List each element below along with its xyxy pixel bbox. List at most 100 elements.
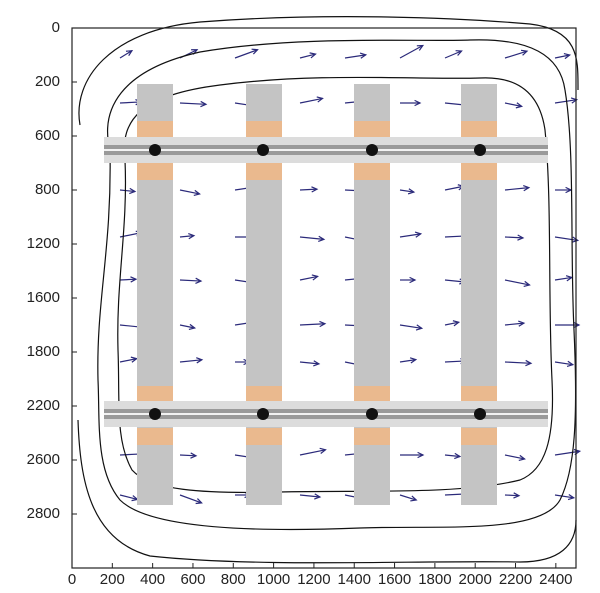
arrow-head bbox=[130, 276, 138, 283]
vector-arrow bbox=[554, 236, 580, 243]
vector-arrow bbox=[399, 188, 416, 195]
fastener bbox=[366, 144, 378, 156]
arrow-head bbox=[455, 50, 463, 56]
arrow-head bbox=[319, 447, 327, 454]
vector-arrow bbox=[344, 52, 368, 59]
x-tick-label: 0 bbox=[68, 571, 76, 588]
arrow-shaft bbox=[179, 324, 195, 329]
pad bbox=[137, 386, 173, 402]
arrow-shaft bbox=[299, 188, 318, 191]
arrow-shaft bbox=[119, 189, 135, 193]
arrow-head bbox=[196, 357, 204, 364]
arrow-head bbox=[573, 321, 581, 329]
vector-arrow bbox=[119, 49, 134, 59]
y-tick-label: 2800 bbox=[27, 505, 60, 522]
arrow-head bbox=[523, 280, 531, 288]
axes: 0 200 400 600 800 1000 1200 1400 1600 1800 2000 220… bbox=[27, 19, 573, 588]
arrow-shaft bbox=[179, 454, 197, 457]
arrow-shaft bbox=[399, 324, 422, 329]
x-tick-label: 200 bbox=[100, 571, 125, 588]
fastener bbox=[474, 408, 486, 420]
arrow-head bbox=[517, 234, 525, 241]
vector-arrow bbox=[555, 321, 581, 329]
pad bbox=[461, 386, 497, 402]
vector-arrow bbox=[444, 320, 461, 327]
arrow-shaft bbox=[554, 361, 573, 366]
arrow-shaft bbox=[554, 99, 577, 104]
y-tick-label: 1200 bbox=[27, 235, 60, 252]
arrow-head bbox=[563, 52, 572, 60]
vector-arrow bbox=[399, 357, 418, 364]
vector-arrow bbox=[119, 276, 138, 283]
x-tick-label: 1000 bbox=[257, 571, 290, 588]
pad bbox=[246, 163, 282, 180]
pad bbox=[246, 386, 282, 402]
arrow-head bbox=[318, 235, 326, 243]
vector-arrow bbox=[299, 447, 327, 456]
arrow-shaft bbox=[299, 494, 320, 498]
vector-arrow bbox=[399, 231, 423, 238]
vector-arrow bbox=[119, 356, 139, 363]
y-tick-label: 1800 bbox=[27, 343, 60, 360]
vector-arrow bbox=[179, 323, 197, 331]
arrow-shaft bbox=[444, 50, 462, 59]
vector-arrow bbox=[504, 49, 529, 59]
vector-arrow bbox=[504, 279, 531, 288]
vector-arrow bbox=[179, 189, 201, 197]
vector-arrow bbox=[179, 100, 208, 108]
arrow-shaft bbox=[444, 321, 459, 326]
vector-arrow bbox=[299, 235, 326, 243]
arrow-shaft bbox=[299, 236, 324, 240]
arrow-shaft bbox=[299, 97, 323, 104]
arrow-head bbox=[314, 493, 322, 500]
arrow-head bbox=[414, 99, 422, 107]
arrow-shaft bbox=[299, 361, 319, 365]
arrow-shaft bbox=[299, 53, 316, 59]
contour-line bbox=[78, 16, 579, 126]
vector-arrow bbox=[299, 274, 319, 281]
vector-arrow bbox=[400, 99, 422, 107]
pad bbox=[461, 163, 497, 180]
vector-arrow bbox=[179, 494, 203, 505]
vector-arrow bbox=[299, 96, 324, 104]
vector-arrow bbox=[179, 277, 203, 284]
arrow-head bbox=[520, 49, 529, 56]
rail-shine bbox=[104, 149, 548, 151]
pad bbox=[137, 163, 173, 180]
arrow-shaft bbox=[119, 278, 137, 281]
arrow-shaft bbox=[444, 454, 460, 458]
arrow-shaft bbox=[399, 494, 417, 501]
arrow-shaft bbox=[504, 102, 522, 107]
vector-arrow bbox=[179, 232, 196, 240]
vector-arrow bbox=[179, 452, 198, 459]
arrow-shaft bbox=[444, 185, 464, 191]
arrow-shaft bbox=[179, 279, 202, 282]
vector-arrow bbox=[299, 186, 319, 193]
arrow-shaft bbox=[504, 454, 525, 460]
arrow-shaft bbox=[504, 236, 524, 239]
vector-arrow bbox=[504, 320, 526, 327]
arrow-head bbox=[571, 236, 580, 243]
vector-arrow bbox=[554, 52, 572, 60]
arrow-shaft bbox=[399, 45, 424, 59]
pad bbox=[461, 121, 497, 137]
vector-arrow bbox=[504, 492, 521, 499]
x-tick-label: 1400 bbox=[338, 571, 371, 588]
x-tick-label: 1200 bbox=[297, 571, 330, 588]
x-tick-label: 1600 bbox=[378, 571, 411, 588]
arrow-shaft bbox=[504, 187, 529, 191]
arrow-head bbox=[565, 275, 574, 282]
x-tick-label: 2400 bbox=[539, 571, 572, 588]
x-tick-label: 600 bbox=[180, 571, 205, 588]
vector-arrow bbox=[299, 360, 321, 367]
arrow-head bbox=[129, 187, 137, 195]
arrow-head bbox=[518, 320, 526, 327]
arrow-shaft bbox=[504, 279, 530, 286]
arrow-head bbox=[454, 452, 462, 460]
fastener bbox=[149, 144, 161, 156]
arrow-head bbox=[195, 498, 203, 505]
arrow-head bbox=[409, 276, 417, 284]
vector-arrow bbox=[179, 357, 204, 364]
